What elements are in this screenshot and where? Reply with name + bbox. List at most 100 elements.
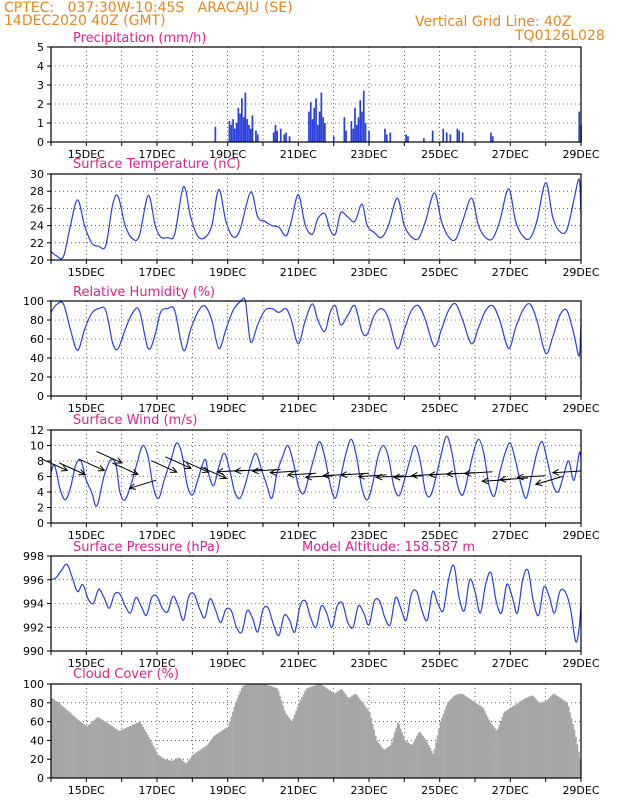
y-tick-label: 0: [37, 390, 44, 403]
cloud-cover-bar: [355, 694, 358, 778]
x-tick-label: 17DEC: [138, 657, 175, 670]
cloud-cover-bar: [394, 732, 396, 778]
cloud-cover-bar: [326, 688, 328, 778]
cloud-cover-bar: [233, 706, 236, 778]
cloud-cover-bar: [475, 702, 477, 778]
chart-cloud-cover: 0 20 40 60 80 100 15DEC 17DEC 19DEC 21DEC 23DEC 25D…: [23, 667, 600, 797]
cloud-cover-bar: [192, 754, 194, 778]
cloud-cover-bar: [386, 747, 389, 778]
cloud-cover-bar: [130, 725, 133, 778]
cloud-cover-bar: [508, 708, 511, 778]
cloud-cover-bar: [283, 710, 286, 778]
y-tick-label: 4: [37, 486, 44, 499]
header-model: TQ0126L028: [515, 28, 605, 44]
cloud-cover-bar: [558, 697, 561, 778]
precipitation-bar: [361, 111, 363, 142]
cloud-cover-bar: [263, 684, 265, 778]
cloud-cover-bar: [273, 687, 275, 778]
x-tick-label: 25DEC: [421, 529, 458, 542]
cloud-cover-bar: [426, 742, 429, 778]
cloud-cover-bar: [99, 718, 102, 778]
cloud-cover-bar: [56, 702, 59, 778]
cloud-cover-bar: [414, 738, 417, 778]
x-tick-label: 15DEC: [68, 784, 105, 797]
y-tick-label: 80: [30, 697, 44, 710]
cloud-cover-bar: [438, 728, 440, 778]
cloud-cover-bar: [346, 696, 349, 778]
cloud-cover-bar: [497, 728, 499, 778]
cloud-cover-bar: [436, 735, 439, 778]
cloud-cover-bar: [123, 728, 125, 778]
cloud-cover-bar: [345, 695, 348, 778]
cloud-cover-bar: [479, 705, 482, 778]
cloud-cover-bar: [80, 722, 83, 778]
cloud-cover-bar: [157, 754, 159, 778]
cloud-cover-bar: [382, 748, 384, 778]
cloud-cover-bar: [458, 693, 461, 778]
cloud-cover-bar: [52, 699, 55, 778]
cloud-cover-bar: [525, 697, 527, 778]
precipitation-bar: [431, 130, 434, 142]
y-tick-label: 80: [30, 314, 44, 327]
x-tick-label: 19DEC: [209, 657, 246, 670]
cloud-cover-bar: [149, 739, 152, 778]
cloud-cover-bar: [271, 686, 274, 778]
cloud-cover-bar: [397, 722, 399, 778]
x-tick-label: 15DEC: [68, 402, 105, 415]
cloud-cover-bar: [339, 689, 342, 778]
cloud-cover-bar: [104, 721, 106, 778]
cloud-cover-bar: [170, 760, 172, 778]
cloud-cover-bar: [105, 722, 108, 778]
cloud-cover-bar: [217, 733, 220, 778]
cloud-cover-bar: [151, 742, 153, 778]
cloud-cover-bar: [152, 745, 155, 778]
chart-title: Surface Pressure (hPa): [73, 540, 220, 555]
precipitation-bar: [320, 92, 323, 142]
precipitation-bar: [324, 123, 326, 142]
x-tick-label: 15DEC: [68, 266, 105, 279]
cloud-cover-bar: [198, 750, 200, 778]
cloud-cover-bar: [276, 688, 278, 778]
wind-arrow: [498, 475, 528, 483]
y-tick-label: 20: [30, 254, 44, 267]
precipitation-bar: [456, 128, 459, 142]
cloud-cover-bar: [321, 685, 324, 778]
x-tick-label: 25DEC: [421, 266, 458, 279]
cloud-cover-bar: [136, 722, 139, 778]
cloud-cover-bar: [578, 751, 580, 778]
precipitation-bar: [423, 138, 425, 142]
cloud-cover-bar: [167, 760, 169, 778]
cloud-cover-bar: [416, 735, 418, 778]
y-tick-label: 26: [30, 202, 44, 215]
cloud-cover-bar: [308, 687, 311, 778]
series-line: [50, 435, 582, 507]
cloud-cover-bar: [464, 695, 467, 778]
precipitation-bar: [309, 102, 312, 142]
cloud-cover-bar: [401, 732, 404, 778]
cloud-cover-bar: [388, 746, 390, 778]
y-tick-label: 10: [30, 440, 44, 453]
cloud-cover-bar: [71, 714, 74, 778]
y-tick-label: 40: [30, 352, 44, 365]
cloud-cover-bar: [62, 707, 65, 778]
cloud-cover-bar: [51, 698, 53, 778]
cloud-cover-bar: [482, 708, 485, 778]
precipitation-bar: [362, 90, 365, 142]
cloud-cover-bar: [268, 685, 271, 778]
cloud-cover-bar: [536, 700, 539, 778]
chart-annotation: Model Altitude: 158.587 m: [302, 540, 475, 555]
cloud-cover-bar: [90, 722, 93, 778]
cloud-cover-bar: [246, 684, 249, 778]
precipitation-bar: [241, 98, 243, 142]
cloud-cover-bar: [115, 729, 118, 778]
cloud-cover-bar: [279, 695, 281, 778]
cloud-cover-bar: [517, 702, 520, 778]
cloud-cover-bar: [299, 699, 302, 778]
y-tick-label: 100: [23, 295, 44, 308]
cloud-cover-bar: [187, 760, 190, 778]
precipitation-bar: [490, 132, 492, 142]
x-tick-label: 23DEC: [350, 657, 387, 670]
chart-title: Relative Humidity (%): [73, 285, 215, 300]
wind-arrow: [481, 477, 511, 485]
